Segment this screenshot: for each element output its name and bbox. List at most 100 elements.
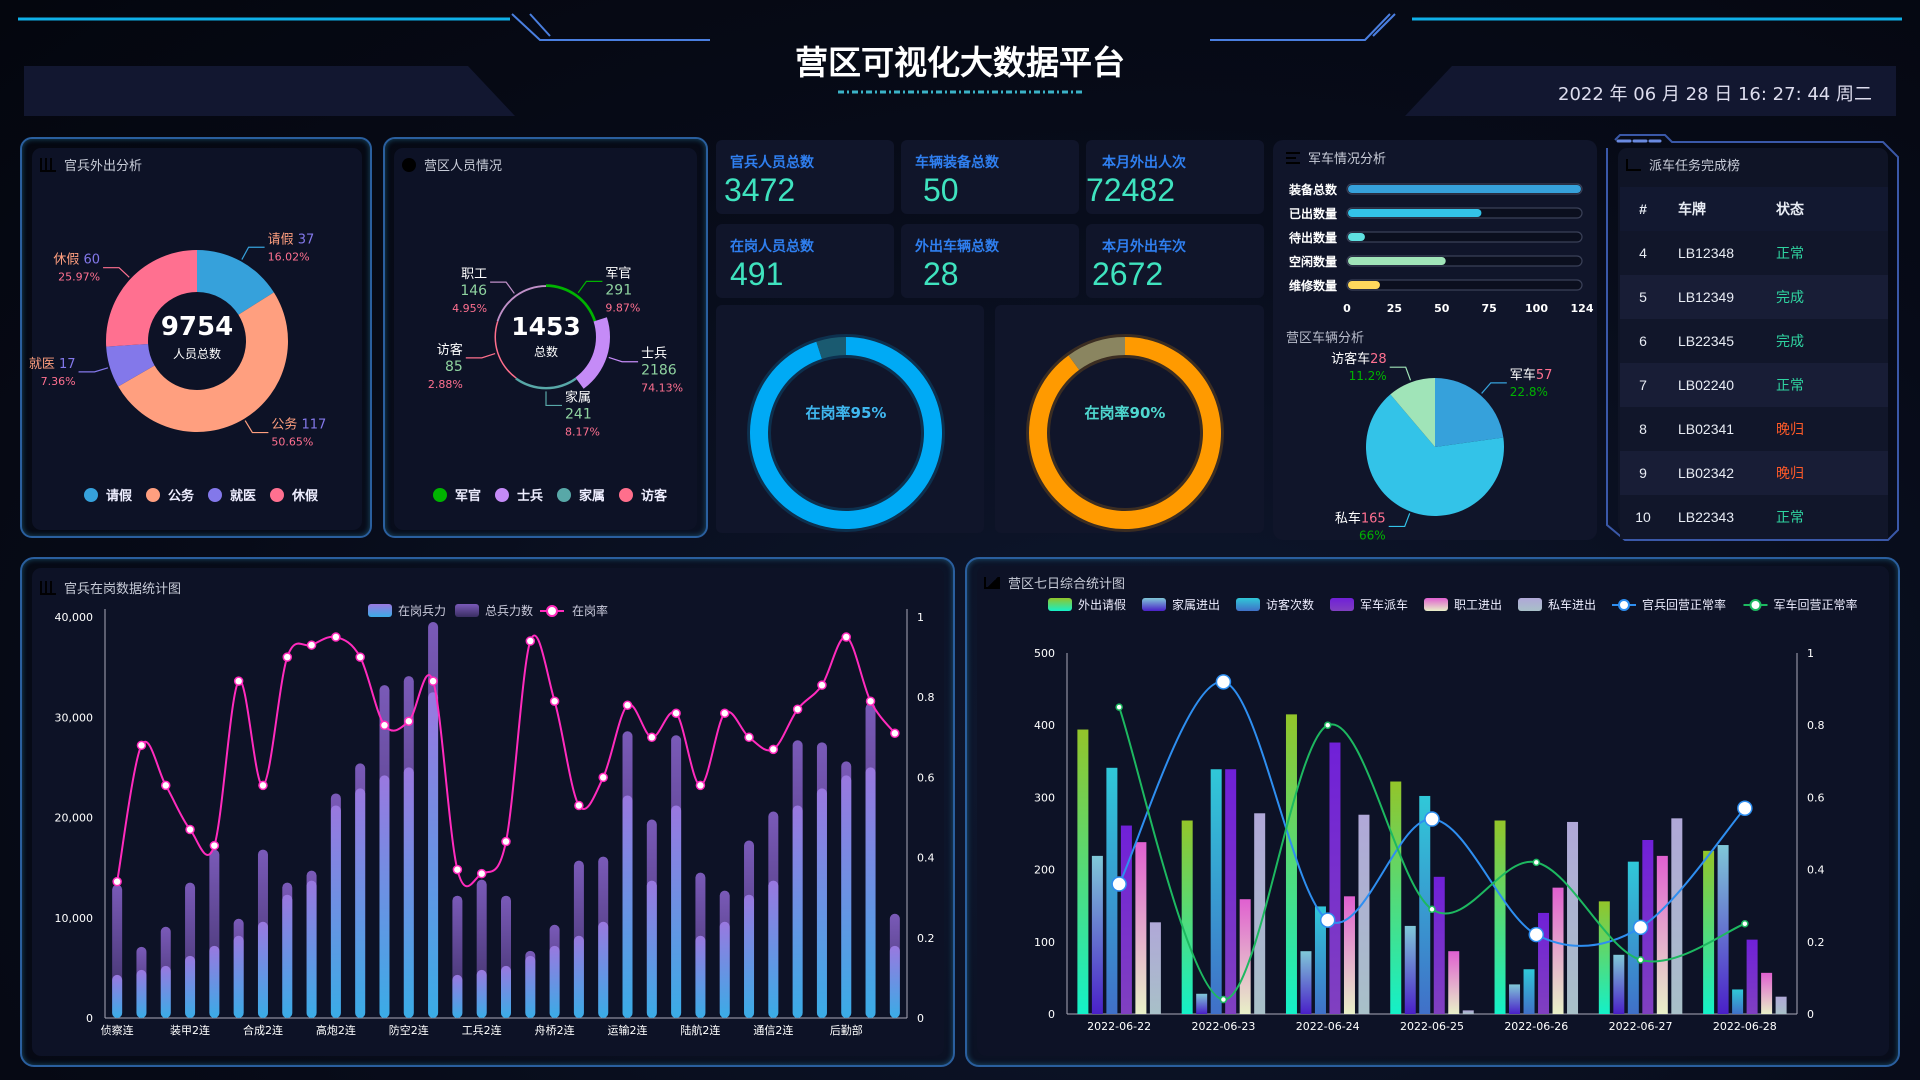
column-header-status: 状态 bbox=[1776, 201, 1804, 217]
legend-label: 家属 bbox=[579, 489, 606, 504]
table-row[interactable]: 4 LB12348 正常 bbox=[1620, 231, 1888, 275]
table-row[interactable]: 9 LB02342 晚归 bbox=[1620, 451, 1888, 495]
vehicle-panel-title: 军车情况分析 bbox=[1308, 152, 1387, 167]
trend-chart-icon bbox=[1626, 158, 1641, 171]
legend-item[interactable]: 士兵 bbox=[495, 485, 543, 504]
legend-item[interactable]: 家属 bbox=[557, 485, 605, 504]
table-row[interactable]: 5 LB12349 完成 bbox=[1620, 275, 1888, 319]
stat-label: 在岗人员总数 bbox=[730, 239, 814, 255]
personnel-center-label: 总数 bbox=[533, 345, 558, 359]
personnel-center-value: 1453 bbox=[511, 312, 581, 341]
status-cell: 晚归 bbox=[1776, 421, 1804, 437]
legend-label: 公务 bbox=[168, 489, 195, 504]
vehicle-pie-title: 营区车辆分析 bbox=[1286, 331, 1365, 346]
page-title: 营区可视化大数据平台 bbox=[795, 43, 1125, 82]
legend-label: 士兵 bbox=[517, 489, 544, 504]
stat-label: 本月外出车次 bbox=[1102, 239, 1186, 255]
outing-legend: 请假 公务 就医 休假 bbox=[84, 485, 318, 504]
table-row[interactable]: 10 LB22343 正常 bbox=[1620, 495, 1888, 539]
personnel-panel-title: 营区人员情况 bbox=[424, 159, 503, 174]
datetime: 2022 年 06 月 28 日 16: 27: 44 周二 bbox=[1558, 84, 1872, 105]
column-header-rank: # bbox=[1639, 201, 1647, 217]
legend-label: 休假 bbox=[292, 489, 319, 504]
legend-dot-icon bbox=[495, 488, 510, 502]
legend-dot-icon bbox=[433, 488, 447, 502]
legend-dot-icon bbox=[270, 488, 285, 502]
legend-item[interactable]: 就医 bbox=[208, 485, 256, 504]
personnel-legend: 军官 士兵 家属 访客 bbox=[433, 485, 667, 504]
legend-dot-icon bbox=[146, 488, 161, 502]
legend-label: 访客 bbox=[641, 489, 668, 504]
legend-label: 请假 bbox=[106, 489, 133, 504]
outing-panel-header: 官兵外出分析 bbox=[40, 155, 142, 174]
week-chart-header: 营区七日综合统计图 bbox=[984, 573, 1125, 592]
rank-cell: 10 bbox=[1635, 509, 1651, 525]
legend-dot-icon bbox=[557, 488, 572, 502]
bar-chart-icon bbox=[40, 157, 56, 172]
rank-cell: 5 bbox=[1639, 289, 1647, 305]
week-chart-panel bbox=[965, 557, 1900, 1067]
table-row[interactable]: 8 LB02341 晚归 bbox=[1620, 407, 1888, 451]
duty-chart-panel bbox=[20, 557, 955, 1067]
legend-dot-icon bbox=[84, 488, 98, 502]
table-header: # 车牌 状态 bbox=[1620, 187, 1888, 231]
area-chart-icon bbox=[984, 576, 1000, 589]
stat-value: 491 bbox=[730, 256, 784, 292]
duty-chart-header: 官兵在岗数据统计图 bbox=[40, 578, 181, 597]
outing-panel bbox=[20, 137, 372, 538]
outing-center-value: 9754 bbox=[160, 312, 234, 342]
plate-cell: LB02240 bbox=[1678, 377, 1735, 393]
table-row[interactable]: 7 LB02240 正常 bbox=[1620, 363, 1888, 407]
bar-chart-icon bbox=[40, 580, 56, 595]
plate-cell: LB02341 bbox=[1678, 421, 1735, 437]
legend-item[interactable]: 访客 bbox=[619, 485, 667, 504]
status-cell: 完成 bbox=[1776, 333, 1804, 349]
status-cell: 晚归 bbox=[1776, 465, 1804, 481]
rank-cell: 8 bbox=[1639, 421, 1647, 437]
ring-label-2: 在岗率90% bbox=[1084, 404, 1166, 422]
week-chart-title: 营区七日综合统计图 bbox=[1008, 577, 1126, 592]
legend-label: 就医 bbox=[230, 489, 257, 504]
status-cell: 正常 bbox=[1776, 509, 1804, 525]
personnel-panel-header: 营区人员情况 bbox=[402, 155, 502, 174]
column-header-plate: 车牌 bbox=[1678, 201, 1706, 217]
legend-dot-icon bbox=[619, 488, 634, 502]
stat-label: 外出车辆总数 bbox=[915, 239, 999, 255]
stat-value: 50 bbox=[923, 172, 959, 208]
personnel-panel bbox=[383, 137, 708, 538]
plate-cell: LB12349 bbox=[1678, 289, 1735, 305]
vehicle-panel-header: 军车情况分析 bbox=[1286, 148, 1386, 167]
ring-label-1: 在岗率95% bbox=[805, 404, 887, 422]
plate-cell: LB22343 bbox=[1678, 509, 1735, 525]
duty-chart-title: 官兵在岗数据统计图 bbox=[64, 582, 182, 597]
status-cell: 正常 bbox=[1776, 245, 1804, 261]
plate-cell: LB02342 bbox=[1678, 465, 1735, 481]
stat-value: 72482 bbox=[1086, 172, 1175, 208]
stat-label: 车辆装备总数 bbox=[915, 155, 999, 171]
rank-cell: 7 bbox=[1639, 377, 1647, 393]
rank-cell: 9 bbox=[1639, 465, 1647, 481]
stat-card-personnel-total: 官兵人员总数 3472 bbox=[716, 140, 894, 214]
rank-cell: 6 bbox=[1639, 333, 1647, 349]
stat-card-monthly-vehicle-trips: 本月外出车次 2672 bbox=[1086, 224, 1264, 298]
table-row[interactable]: 6 LB22345 完成 bbox=[1620, 319, 1888, 363]
legend-dot-icon bbox=[208, 488, 223, 502]
stat-card-on-duty-total: 在岗人员总数 491 bbox=[716, 224, 894, 298]
legend-item[interactable]: 军官 bbox=[433, 485, 481, 504]
plate-cell: LB22345 bbox=[1678, 333, 1735, 349]
plate-cell: LB12348 bbox=[1678, 245, 1735, 261]
stat-value: 3472 bbox=[724, 172, 796, 208]
stat-card-vehicle-total: 车辆装备总数 50 bbox=[901, 140, 1079, 214]
stat-card-vehicles-out: 外出车辆总数 28 bbox=[901, 224, 1079, 298]
legend-item[interactable]: 请假 bbox=[84, 485, 132, 504]
task-panel-header: 派车任务完成榜 bbox=[1626, 155, 1740, 174]
status-cell: 正常 bbox=[1776, 377, 1804, 393]
pie-chart-icon bbox=[402, 157, 416, 172]
legend-label: 军官 bbox=[455, 489, 482, 504]
legend-item[interactable]: 公务 bbox=[146, 485, 194, 504]
task-panel-title: 派车任务完成榜 bbox=[1649, 159, 1741, 174]
list-icon bbox=[1286, 151, 1300, 164]
legend-item[interactable]: 休假 bbox=[270, 485, 318, 504]
rank-cell: 4 bbox=[1639, 245, 1647, 261]
stat-value: 28 bbox=[923, 256, 959, 292]
